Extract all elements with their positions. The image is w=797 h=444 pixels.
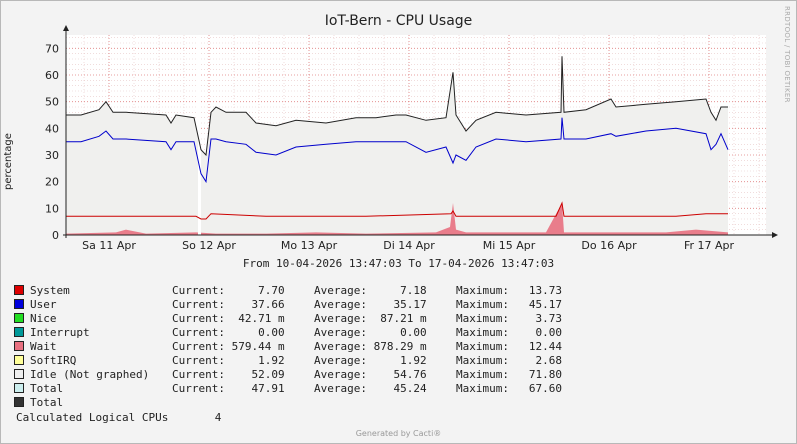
legend-average: Average: 878.29 m — [314, 340, 427, 353]
legend-current: Current: 42.71 m — [172, 312, 285, 325]
legend-name: Idle (Not graphed) — [30, 368, 150, 381]
legend-average: Average: 87.21 m — [314, 312, 427, 325]
legend-row: Wait Current: 579.44 m Average: 878.29 m Ma… — [14, 340, 562, 354]
legend-current: Current: 7.70 — [172, 284, 285, 297]
legend-row: Total Current: 47.91 Average: 45.24 Maximum… — [14, 382, 562, 396]
legend-swatch — [14, 285, 24, 295]
legend-swatch — [14, 369, 24, 379]
legend-name: Nice — [30, 312, 57, 325]
legend-row: Idle (Not graphed) Current: 52.09 Average:… — [14, 368, 562, 382]
legend-name: SoftIRQ — [30, 354, 77, 367]
y-tick-label: 10 — [45, 202, 59, 215]
legend-maximum: Maximum: 45.17 — [456, 298, 562, 311]
legend-average: Average: 35.17 — [314, 298, 427, 311]
legend-current: Current: 47.91 — [172, 382, 285, 395]
chart-title: IoT-Bern - CPU Usage — [324, 13, 473, 29]
y-tick-label: 20 — [45, 176, 59, 189]
x-tick-label: Mi 15 Apr — [483, 239, 536, 252]
legend-row: User Current: 37.66 Average: 35.17 Maximum:… — [14, 298, 562, 312]
legend-row: Interrupt Current: 0.00 Average: 0.00 Maxim… — [14, 326, 562, 340]
y-tick-label: 30 — [45, 149, 59, 162]
legend-swatch — [14, 299, 24, 309]
legend-name: Wait — [30, 340, 57, 353]
legend-average: Average: 1.92 — [314, 354, 427, 367]
legend-swatch — [14, 341, 24, 351]
y-tick-label: 50 — [45, 96, 59, 109]
wait-area — [66, 203, 728, 235]
legend-row: Total — [14, 396, 149, 410]
x-tick-label: Fr 17 Apr — [684, 239, 735, 252]
legend-average: Average: 45.24 — [314, 382, 427, 395]
legend-average: Average: 54.76 — [314, 368, 427, 381]
legend-current: Current: 579.44 m — [172, 340, 285, 353]
calculated-cpus: Calculated Logical CPUs 4 — [16, 411, 221, 424]
footer-credit: Generated by Cacti® — [355, 429, 442, 438]
legend-name: System — [30, 284, 70, 297]
legend-swatch — [14, 383, 24, 393]
legend-swatch — [14, 397, 24, 407]
legend-current: Current: 0.00 — [172, 326, 285, 339]
y-tick-label: 60 — [45, 69, 59, 82]
y-axis-arrow — [63, 25, 69, 31]
legend-row: SoftIRQ Current: 1.92 Average: 1.92 Maximum… — [14, 354, 562, 368]
series-line-total — [66, 56, 728, 157]
data-gap — [198, 35, 201, 235]
legend-current: Current: 37.66 — [172, 298, 285, 311]
legend-swatch — [14, 313, 24, 323]
legend-current: Current: 1.92 — [172, 354, 285, 367]
series-line-system — [66, 201, 728, 220]
series-line-user — [66, 117, 729, 184]
legend-maximum: Maximum: 13.73 — [456, 284, 562, 297]
legend-maximum: Maximum: 0.00 — [456, 326, 562, 339]
legend-maximum: Maximum: 71.80 — [456, 368, 562, 381]
legend-maximum: Maximum: 3.73 — [456, 312, 562, 325]
legend-swatch — [14, 327, 24, 337]
legend-current: Current: 52.09 — [172, 368, 285, 381]
legend-row: System Current: 7.70 Average: 7.18 Maximum:… — [14, 284, 562, 298]
legend-maximum: Maximum: 12.44 — [456, 340, 562, 353]
calculated-cpus-value: 4 — [214, 411, 222, 424]
legend-average: Average: 0.00 — [314, 326, 427, 339]
y-tick-label: 70 — [45, 42, 59, 55]
x-tick-label: Di 14 Apr — [383, 239, 435, 252]
total-area — [66, 56, 728, 236]
x-tick-label: Sa 11 Apr — [82, 239, 136, 252]
legend-name: User — [30, 298, 57, 311]
y-tick-label: 0 — [52, 229, 59, 242]
legend-row: Nice Current: 42.71 m Average: 87.21 m Maxi… — [14, 312, 562, 326]
legend-swatch — [14, 355, 24, 365]
legend-average: Average: 7.18 — [314, 284, 427, 297]
x-tick-label: So 12 Apr — [182, 239, 236, 252]
legend-name: Interrupt — [30, 326, 90, 339]
calculated-cpus-label: Calculated Logical CPUs — [16, 411, 169, 424]
x-tick-label: Do 16 Apr — [581, 239, 637, 252]
date-range: From 10-04-2026 13:47:03 To 17-04-2026 1… — [242, 257, 555, 270]
rrdtool-credit: RRDTOOL / TOBI OETIKER — [783, 6, 791, 103]
legend-maximum: Maximum: 67.60 — [456, 382, 562, 395]
y-tick-label: 40 — [45, 122, 59, 135]
legend-maximum: Maximum: 2.68 — [456, 354, 562, 367]
legend: System Current: 7.70 Average: 7.18 Maximum:… — [14, 284, 562, 410]
legend-name: Total — [30, 396, 64, 409]
x-axis-arrow — [772, 232, 778, 238]
legend-name: Total — [30, 382, 64, 395]
x-tick-label: Mo 13 Apr — [281, 239, 338, 252]
